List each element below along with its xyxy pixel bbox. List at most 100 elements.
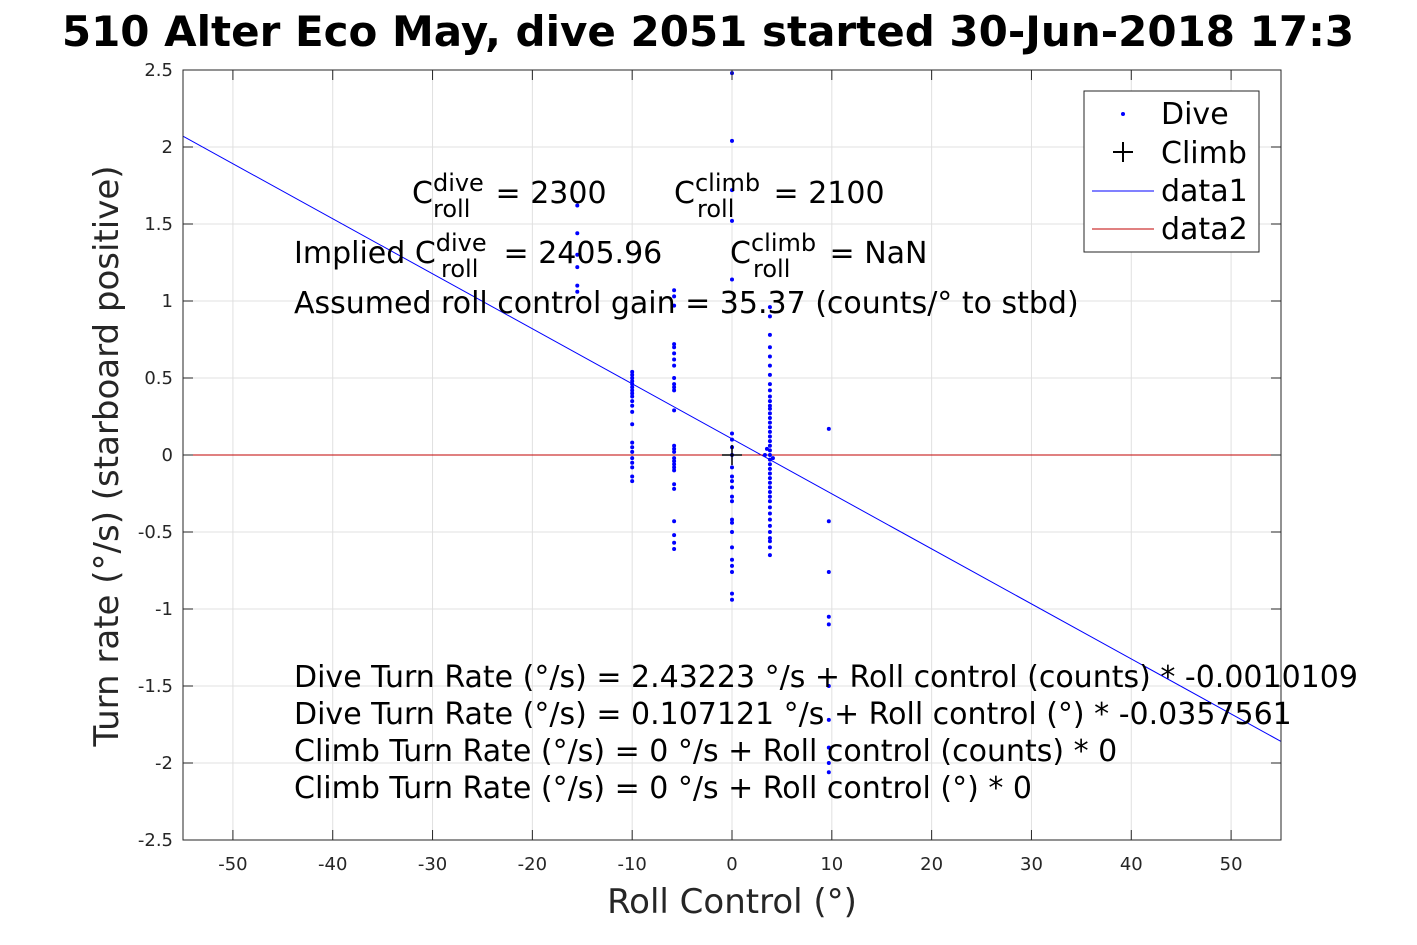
- dive-point: [672, 385, 677, 390]
- dive-point: [767, 429, 772, 434]
- dive-point: [672, 351, 677, 356]
- dive-point: [767, 411, 772, 416]
- dive-point: [767, 314, 772, 319]
- dive-point: [672, 288, 677, 293]
- dive-point: [730, 431, 734, 436]
- dive-point: [767, 382, 772, 387]
- dive-point: [730, 591, 734, 596]
- dive-point: [630, 391, 635, 396]
- dive-point: [630, 372, 635, 377]
- dive-point: [672, 363, 677, 368]
- legend-data1-label: data1: [1161, 174, 1248, 209]
- dive-point: [672, 456, 677, 461]
- x-tick-label: 10: [820, 854, 843, 875]
- implied-c-roll-climb-annotation: Cclimb roll = NaN: [730, 229, 927, 283]
- dive-point: [630, 399, 635, 404]
- y-tick-label: -1.5: [138, 676, 173, 697]
- y-tick-label: -2: [155, 753, 173, 774]
- c-roll-dive-sub: roll: [433, 195, 470, 223]
- dive-point: [730, 218, 734, 223]
- dive-point: [575, 265, 580, 270]
- roll-gain-annotation: Assumed roll control gain = 35.37 (count…: [294, 286, 1079, 321]
- y-tick-label: 0.5: [144, 368, 173, 389]
- c-roll-climb-sup: climb: [695, 169, 760, 197]
- legend-box: [1083, 90, 1260, 253]
- x-tick-label: -50: [218, 854, 247, 875]
- y-tick-label: -2.5: [138, 830, 173, 851]
- dive-point: [630, 385, 635, 390]
- fit-line-3: Climb Turn Rate (°/s) = 0 °/s + Roll con…: [294, 734, 1117, 769]
- dive-point: [767, 345, 772, 350]
- legend-climb-marker: [1113, 142, 1133, 162]
- dive-point: [672, 342, 677, 347]
- dive-point: [672, 540, 677, 545]
- dive-point: [767, 403, 772, 408]
- dive-point: [767, 530, 772, 534]
- climb-point: [722, 445, 742, 465]
- x-tick-label: -10: [617, 854, 646, 875]
- dive-point: [767, 466, 772, 471]
- dive-point: [826, 684, 831, 688]
- dive-point: [630, 449, 635, 454]
- dive-point: [767, 494, 772, 499]
- dive-point: [767, 523, 772, 528]
- legend-climb-label: Climb: [1161, 136, 1247, 171]
- dive-point: [672, 519, 677, 524]
- c-roll-dive-prefix: C: [412, 176, 433, 211]
- implied-c-roll-climb-prefix: C: [730, 236, 751, 271]
- legend: Dive Climb data1 data2: [1083, 90, 1260, 253]
- dive-point: [767, 476, 772, 481]
- y-tick-label: 2: [162, 137, 173, 158]
- fit-line-2: Dive Turn Rate (°/s) = 0.107121 °/s + Ro…: [294, 697, 1292, 732]
- dive-point: [767, 553, 772, 558]
- dive-point: [767, 539, 772, 544]
- dive-point: [730, 530, 734, 534]
- dive-point: [767, 406, 772, 411]
- dive-point: [730, 277, 734, 282]
- dive-point: [630, 474, 635, 479]
- c-roll-climb-sub: roll: [697, 195, 734, 223]
- dive-point: [767, 453, 772, 457]
- y-axis-label: Turn rate (°/s) (starboard positive): [87, 165, 127, 747]
- dive-point: [730, 520, 734, 525]
- c-roll-climb-value: = 2100: [764, 176, 885, 211]
- dive-point: [826, 761, 831, 765]
- dive-point: [767, 448, 772, 453]
- x-tick-label: 50: [1220, 854, 1243, 875]
- dive-point: [767, 499, 772, 504]
- dive-point: [767, 462, 772, 467]
- dive-point: [767, 372, 772, 377]
- dive-point: [767, 388, 772, 393]
- dive-point: [630, 445, 635, 450]
- dive-point: [672, 303, 677, 308]
- dive-point: [672, 382, 677, 387]
- x-tick-label: -30: [418, 854, 447, 875]
- y-tick-label: 2.5: [144, 60, 173, 81]
- chart-title: 510 Alter Eco May, dive 2051 started 30-…: [62, 7, 1354, 56]
- dive-point: [730, 188, 734, 193]
- dive-point: [767, 394, 772, 399]
- dive-point: [762, 453, 767, 457]
- dive-point: [767, 439, 772, 444]
- dive-point: [730, 563, 734, 568]
- climb-points: [722, 445, 742, 465]
- dive-point: [767, 305, 772, 310]
- dive-point: [826, 519, 831, 524]
- dive-point: [672, 376, 677, 380]
- dive-points: [575, 71, 831, 775]
- fit-line-4: Climb Turn Rate (°/s) = 0 °/s + Roll con…: [294, 771, 1032, 806]
- dive-point: [767, 425, 772, 430]
- dive-point: [767, 354, 772, 359]
- dive-point: [730, 557, 734, 562]
- dive-point: [767, 434, 772, 439]
- dive-point: [630, 403, 635, 408]
- y-tick-label: 1.5: [144, 214, 173, 235]
- dive-point: [630, 465, 635, 470]
- dive-point: [767, 536, 772, 541]
- implied-c-roll-dive-value: = 2405.96: [494, 236, 662, 271]
- dive-point: [672, 468, 677, 473]
- x-tick-label: 30: [1020, 854, 1043, 875]
- dive-point: [630, 394, 635, 399]
- dive-point: [672, 465, 677, 470]
